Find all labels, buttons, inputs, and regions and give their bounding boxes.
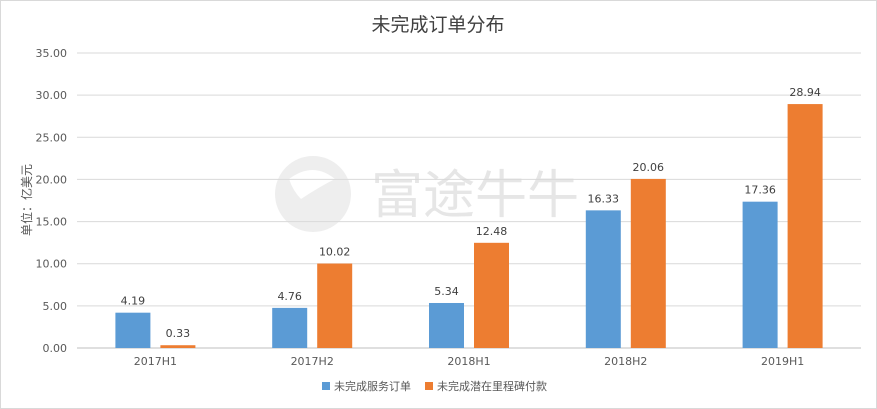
bar bbox=[429, 302, 464, 348]
bar bbox=[317, 263, 353, 348]
watermark-text: 富途牛牛 bbox=[371, 166, 579, 226]
bar bbox=[630, 178, 666, 348]
y-axis-label: 单位：亿美元 bbox=[19, 164, 34, 236]
gridlines bbox=[77, 52, 861, 349]
x-tick-label: 2018H1 bbox=[447, 355, 490, 368]
watermark-logo-icon bbox=[275, 156, 351, 232]
watermark-logo-shape bbox=[289, 170, 335, 199]
bar bbox=[585, 210, 621, 348]
y-tick-label: 20.00 bbox=[36, 173, 68, 186]
legend: 未完成服务订单 未完成潜在里程碑付款 bbox=[322, 379, 547, 393]
y-tick-label: 5.00 bbox=[43, 300, 68, 313]
data-label: 28.94 bbox=[789, 86, 821, 99]
data-label: 4.19 bbox=[121, 295, 146, 308]
legend-label: 未完成服务订单 bbox=[334, 379, 411, 393]
legend-label: 未完成潜在里程碑付款 bbox=[437, 379, 547, 393]
y-tick-label: 35.00 bbox=[36, 47, 68, 60]
chart-title: 未完成订单分布 bbox=[371, 14, 504, 36]
data-label: 12.48 bbox=[476, 225, 508, 238]
bar bbox=[742, 201, 778, 348]
x-tick-label: 2018H2 bbox=[604, 355, 647, 368]
bar bbox=[160, 345, 196, 348]
axes: 0.00 5.00 10.00 15.00 20.00 25.00 30.00 35.00 20… bbox=[36, 47, 805, 368]
data-label: 5.34 bbox=[434, 285, 459, 298]
watermark: 富途牛牛 bbox=[275, 156, 579, 232]
data-label: 4.76 bbox=[277, 290, 302, 303]
data-label: 20.06 bbox=[633, 161, 665, 174]
legend-swatch bbox=[322, 382, 330, 390]
y-tick-label: 25.00 bbox=[36, 131, 68, 144]
bar bbox=[787, 104, 823, 348]
x-tick-label: 2019H1 bbox=[761, 355, 804, 368]
y-tick-label: 10.00 bbox=[36, 258, 68, 271]
y-tick-label: 15.00 bbox=[36, 216, 68, 229]
y-tick-label: 0.00 bbox=[43, 342, 68, 355]
data-label: 10.02 bbox=[319, 246, 351, 259]
data-label: 16.33 bbox=[588, 192, 620, 205]
x-tick-label: 2017H1 bbox=[134, 355, 177, 368]
y-tick-label: 30.00 bbox=[36, 89, 68, 102]
legend-swatch bbox=[425, 382, 433, 390]
x-tick-label: 2017H2 bbox=[291, 355, 334, 368]
bar bbox=[474, 242, 509, 348]
bars bbox=[115, 104, 823, 348]
bar bbox=[115, 312, 151, 348]
data-label: 17.36 bbox=[744, 184, 776, 197]
data-labels: 4.19 0.33 4.76 10.02 5.34 12.48 16.33 20.06 17.3… bbox=[121, 86, 821, 340]
bar bbox=[272, 307, 308, 348]
data-label: 0.33 bbox=[166, 327, 191, 340]
